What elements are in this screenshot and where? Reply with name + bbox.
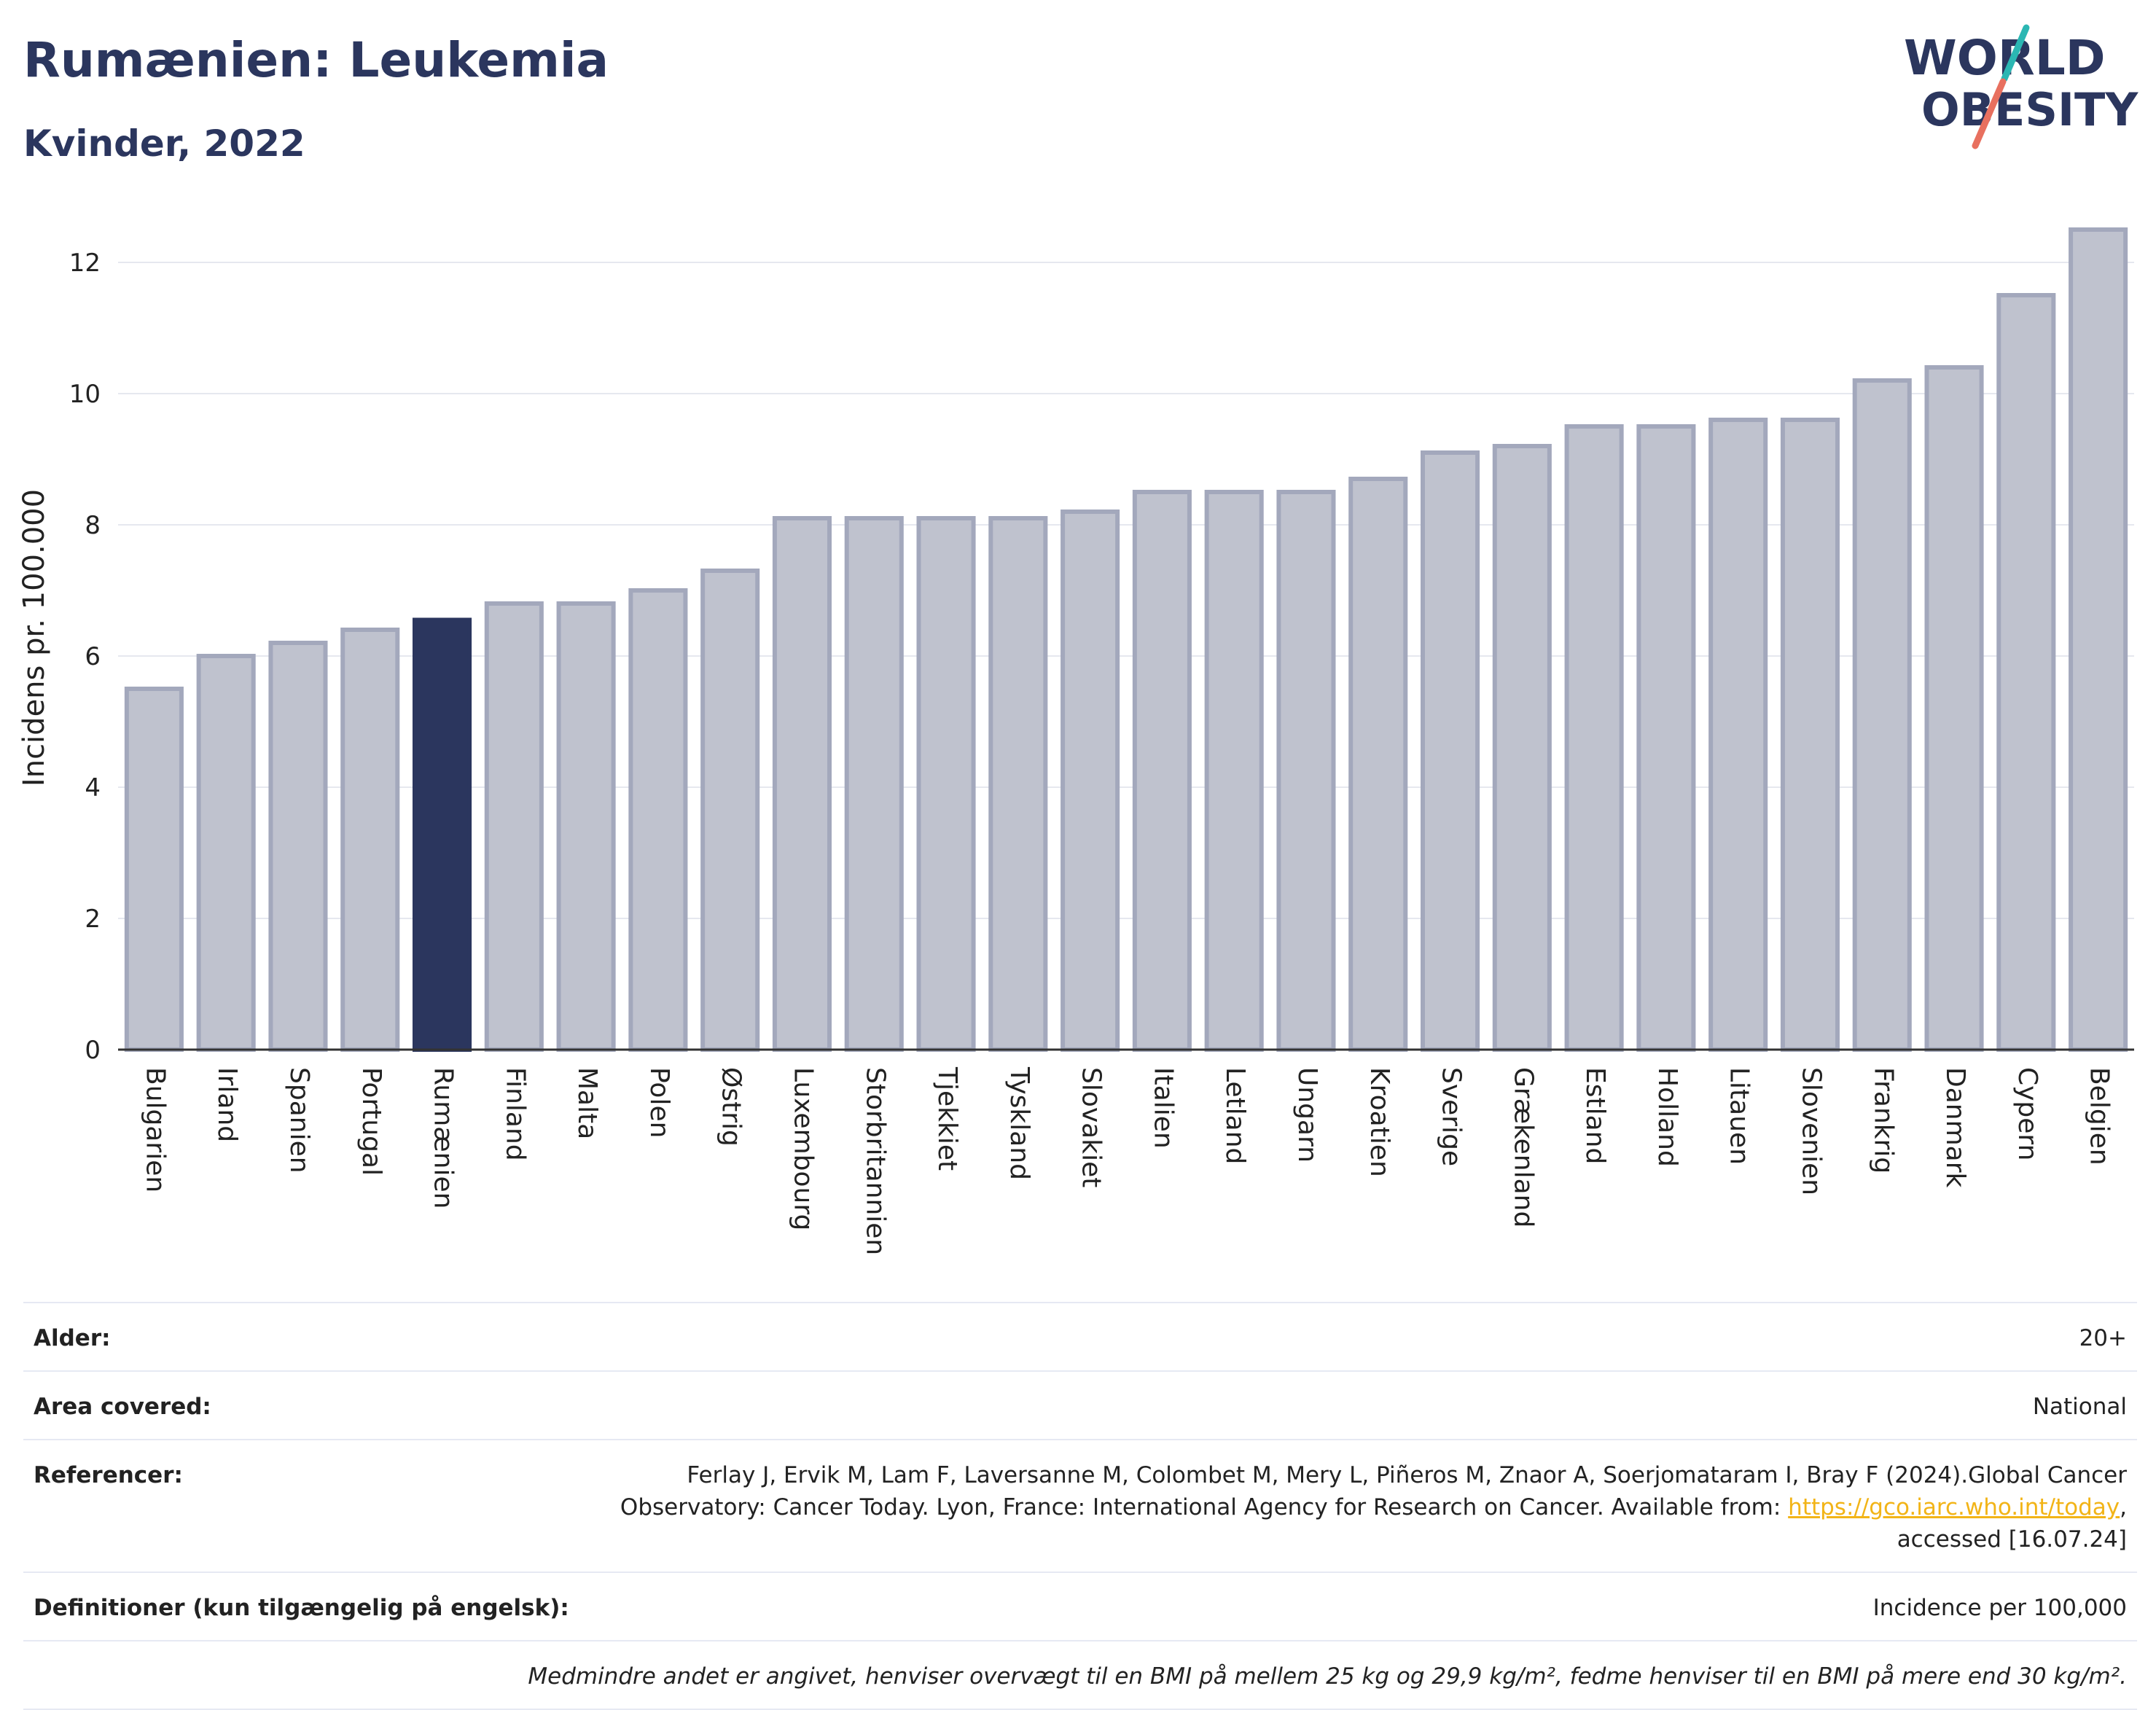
bar xyxy=(556,601,616,1052)
category-label: Luxembourg xyxy=(788,1067,818,1230)
bar xyxy=(340,628,400,1052)
bar xyxy=(844,516,904,1052)
category-label: Holland xyxy=(1652,1067,1682,1167)
category-label: Ungarn xyxy=(1292,1067,1322,1163)
y-tick-label: 2 xyxy=(85,905,101,934)
bar xyxy=(1061,510,1120,1052)
bar xyxy=(1852,378,1912,1052)
y-tick-label: 10 xyxy=(69,380,101,409)
y-tick-label: 6 xyxy=(85,642,101,671)
area-value: National xyxy=(2032,1394,2127,1420)
bar xyxy=(1636,424,1696,1052)
bars-layer xyxy=(124,227,2128,1052)
bar xyxy=(484,601,544,1052)
bar xyxy=(1996,293,2056,1052)
logo-line-2: OBESITY xyxy=(1921,83,2139,136)
age-label: Alder: xyxy=(34,1325,111,1351)
references-link[interactable]: https://gco.iarc.who.int/today xyxy=(1788,1494,2120,1520)
category-label: Danmark xyxy=(1940,1067,1970,1188)
info-row-references: Referencer: Ferlay J, Ervik M, Lam F, La… xyxy=(23,1439,2137,1572)
category-label: Irland xyxy=(212,1067,242,1142)
category-label: Polen xyxy=(644,1067,674,1138)
category-label: Rumænien xyxy=(429,1067,458,1209)
y-tick-label: 12 xyxy=(69,249,101,278)
bar xyxy=(1420,450,1480,1052)
bar xyxy=(124,687,184,1052)
references-label: Referencer: xyxy=(34,1462,183,1488)
category-label: Bulgarien xyxy=(140,1067,170,1192)
bar xyxy=(772,516,832,1052)
category-label: Tyskland xyxy=(1004,1066,1034,1180)
page-subtitle: Kvinder, 2022 xyxy=(23,122,305,165)
info-row-age: Alder: 20+ xyxy=(23,1302,2137,1370)
category-label: Storbritannien xyxy=(860,1067,890,1255)
category-label: Slovakiet xyxy=(1077,1067,1106,1187)
category-label: Tjekkiet xyxy=(932,1066,962,1171)
y-tick-label: 4 xyxy=(85,773,101,803)
y-tick-label: 0 xyxy=(85,1036,101,1065)
bar xyxy=(628,588,688,1052)
definitions-label: Definitioner (kun tilgængelig på engelsk… xyxy=(34,1595,569,1621)
references-suffix: , accessed [16.07.24] xyxy=(1897,1494,2127,1553)
category-label: Malta xyxy=(572,1067,602,1139)
bar xyxy=(268,641,328,1052)
bar xyxy=(1276,490,1336,1052)
y-tick-label: 8 xyxy=(85,511,101,540)
definitions-value: Incidence per 100,000 xyxy=(1872,1595,2127,1621)
bar xyxy=(1348,477,1408,1052)
bar-highlight xyxy=(412,617,472,1052)
bar xyxy=(1132,490,1192,1052)
info-row-area: Area covered: National xyxy=(23,1370,2137,1439)
category-label: Finland xyxy=(500,1067,530,1161)
bar xyxy=(1708,418,1768,1052)
bar-chart: 0 2 4 6 8 10 12 Bulgarien Irland Spanien Portugal… xyxy=(17,227,2134,1255)
category-label: Italien xyxy=(1148,1067,1178,1149)
logo-slash-top xyxy=(2001,24,2030,82)
category-label: Cypern xyxy=(2012,1067,2042,1160)
info-row-definitions: Definitioner (kun tilgængelig på engelsk… xyxy=(23,1572,2137,1640)
area-label: Area covered: xyxy=(34,1394,211,1420)
category-label: Portugal xyxy=(356,1067,386,1176)
category-label: Litauen xyxy=(1725,1067,1754,1165)
bar xyxy=(988,516,1048,1052)
category-label: Grækenland xyxy=(1508,1067,1538,1227)
info-table: Alder: 20+ Area covered: National Refere… xyxy=(23,1302,2137,1710)
bar xyxy=(1204,490,1264,1052)
bar xyxy=(700,569,760,1052)
bar xyxy=(916,516,976,1052)
bar xyxy=(1564,424,1624,1052)
category-label: Estland xyxy=(1580,1067,1610,1164)
category-labels-layer: Bulgarien Irland Spanien Portugal Rumænien Fi… xyxy=(140,1066,2114,1255)
bar xyxy=(1492,444,1552,1052)
bar xyxy=(1924,365,1984,1052)
info-row-note: Medmindre andet er angivet, henviser ove… xyxy=(23,1640,2137,1710)
references-text: Ferlay J, Ervik M, Lam F, Laversanne M, … xyxy=(620,1462,2127,1520)
category-label: Spanien xyxy=(284,1067,314,1174)
category-label: Kroatien xyxy=(1364,1067,1394,1177)
age-value: 20+ xyxy=(2079,1325,2127,1351)
category-label: Belgien xyxy=(2085,1067,2114,1166)
bar xyxy=(1780,418,1840,1052)
category-label: Slovenien xyxy=(1796,1067,1826,1195)
y-ticks-layer: 0 2 4 6 8 10 12 xyxy=(69,249,101,1065)
y-axis-label: Incidens pr. 100.000 xyxy=(17,489,51,786)
bar xyxy=(196,654,256,1052)
category-label: Letland xyxy=(1220,1067,1250,1164)
bar xyxy=(2069,227,2128,1052)
category-label: Østrig xyxy=(716,1067,746,1147)
category-label: Frankrig xyxy=(1868,1067,1898,1174)
world-obesity-logo: WORLD OBESITY xyxy=(1904,24,2139,149)
page-title: Rumænien: Leukemia xyxy=(23,32,609,88)
references-value: Ferlay J, Ervik M, Lam F, Laversanne M, … xyxy=(545,1459,2127,1555)
logo-slash-bottom xyxy=(1972,78,2007,149)
footnote: Medmindre andet er angivet, henviser ove… xyxy=(528,1663,2127,1690)
category-label: Sverige xyxy=(1437,1067,1466,1166)
